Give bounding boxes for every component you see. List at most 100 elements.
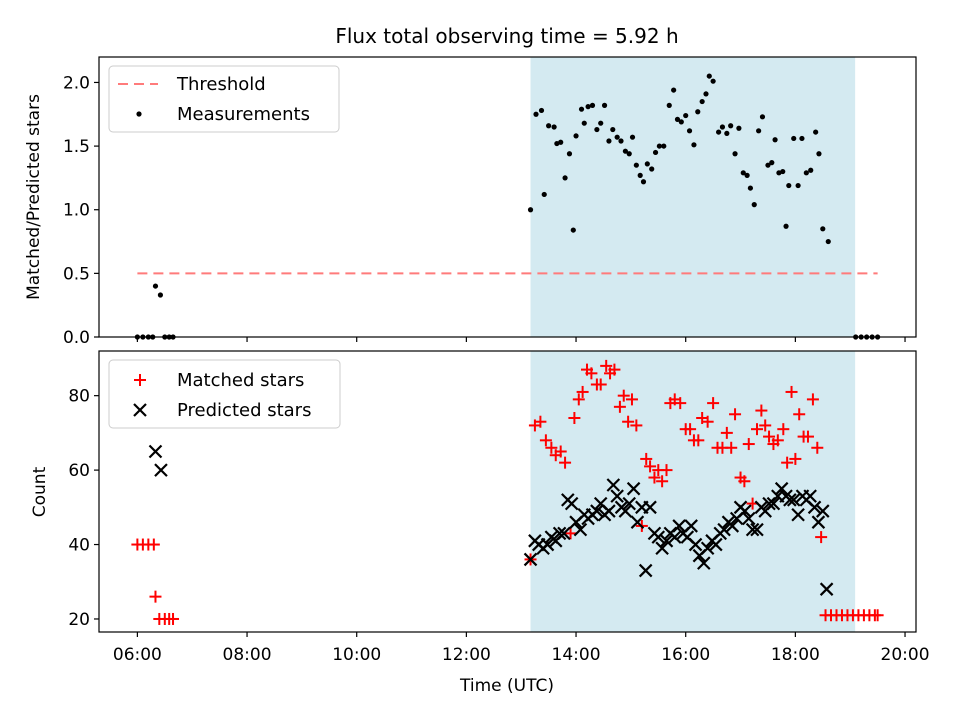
measurement-point	[719, 124, 726, 130]
matched-point	[729, 408, 742, 421]
predicted-point	[630, 515, 645, 529]
matched-point	[871, 609, 884, 622]
matched-point	[585, 367, 598, 380]
predicted-point	[697, 556, 711, 570]
predicted-point	[811, 515, 826, 529]
measurement-point	[538, 107, 545, 114]
matched-point	[707, 397, 720, 410]
x-tick-label: 06:00	[113, 645, 162, 665]
predicted-point	[618, 504, 633, 518]
measurement-point	[678, 119, 684, 125]
measurement-point	[706, 73, 712, 79]
predicted-point	[791, 507, 805, 522]
matched-point	[622, 415, 635, 428]
matched-point	[564, 527, 577, 540]
measurement-point	[724, 130, 730, 136]
matched-point	[801, 430, 814, 443]
measurement-point	[581, 120, 587, 126]
y-tick-label: 2.0	[63, 73, 90, 93]
measurement-point	[780, 168, 786, 175]
measurement-point	[703, 91, 709, 97]
matched-point	[600, 359, 613, 372]
matched-points	[131, 359, 884, 625]
measurement-point	[699, 98, 705, 105]
measurement-point	[558, 139, 564, 145]
plot-frame	[98, 56, 917, 338]
matched-point	[576, 385, 589, 398]
matched-point	[806, 393, 819, 406]
measurement-point	[541, 191, 547, 198]
matched-point	[660, 464, 673, 477]
measurement-point	[813, 129, 819, 135]
predicted-point	[540, 537, 555, 552]
matched-point	[594, 378, 607, 391]
y-axis-label: Matched/Predicted stars	[24, 94, 44, 300]
legend-measurements-swatch	[136, 111, 142, 117]
measurement-point	[618, 138, 624, 144]
matched-point	[608, 363, 621, 376]
x-tick-label: 16:00	[661, 645, 710, 665]
legend: Matched stars Predicted stars	[108, 359, 341, 429]
matched-point	[811, 441, 824, 454]
measurement-point	[740, 170, 746, 176]
measurement-point	[578, 106, 585, 112]
predicted-point	[709, 537, 723, 552]
predicted-point	[745, 522, 760, 537]
matched-point	[692, 434, 705, 447]
predicted-point	[590, 504, 604, 518]
matched-point	[771, 434, 784, 447]
predicted-point	[655, 541, 669, 556]
predicted-point	[741, 511, 756, 526]
matched-point	[785, 385, 798, 398]
x-tick-label: 10:00	[332, 645, 381, 665]
predicted-points	[148, 444, 834, 596]
measurement-point	[649, 166, 655, 172]
measurement-point	[808, 167, 814, 173]
x-axis-ticks: 06:00 08:00 10:00 12:00 14:00 16:00 18:00 20:00	[113, 632, 930, 665]
x-axis-ticks	[136, 337, 906, 342]
legend-measurements-label: Measurements	[177, 104, 310, 125]
matched-point	[763, 430, 776, 443]
predicted-point	[523, 552, 538, 567]
predicted-point	[766, 496, 781, 511]
matched-point	[167, 612, 180, 625]
matched-point	[656, 475, 669, 488]
matched-point	[630, 419, 643, 432]
predicted-point	[148, 444, 163, 459]
matched-point	[534, 415, 547, 428]
predicted-point	[807, 500, 822, 515]
y-tick-label: 0.0	[63, 328, 90, 348]
measurement-point	[716, 129, 722, 135]
x-tick-label: 12:00	[442, 645, 491, 665]
matched-point	[617, 389, 630, 402]
measurement-point	[744, 172, 750, 178]
measurement-point	[671, 87, 677, 93]
shaded-interval	[530, 57, 856, 337]
panel-counts: 20 40 60 80 06:00 08:00 10:00 12:00 14:00 16:00 1…	[30, 350, 930, 696]
measurement-point	[644, 161, 650, 167]
predicted-point	[783, 493, 797, 507]
measurement-point	[747, 185, 754, 191]
y-tick-label: 1.5	[63, 137, 90, 157]
matched-point	[147, 538, 160, 551]
y-axis-ticks: 20 40 60 80	[68, 387, 99, 630]
measurement-point	[598, 120, 604, 126]
legend: Threshold Measurements	[108, 65, 340, 133]
matched-point	[750, 423, 763, 436]
matched-point	[684, 423, 697, 436]
measurement-point	[570, 227, 576, 233]
measurement-point	[666, 102, 672, 108]
legend-threshold-label: Threshold	[176, 74, 266, 95]
measurement-point	[527, 207, 534, 213]
measurement-point	[622, 148, 628, 154]
measurement-point	[769, 160, 775, 166]
measurement-point	[640, 179, 647, 185]
measurement-point	[816, 151, 822, 157]
predicted-point	[602, 504, 616, 518]
y-tick-label: 60	[68, 461, 90, 481]
measurement-point	[751, 202, 757, 208]
matched-point	[793, 408, 806, 421]
measurement-point	[686, 128, 693, 134]
measurement-point	[157, 292, 164, 298]
predicted-point	[622, 496, 637, 511]
